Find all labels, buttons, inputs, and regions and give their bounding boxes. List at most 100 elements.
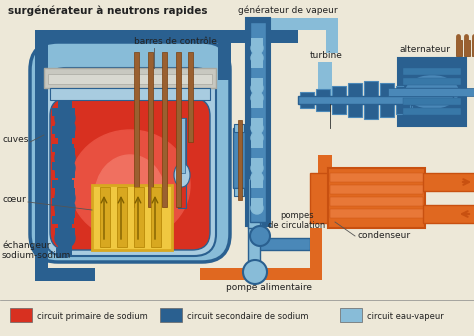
- Text: circuit primaire de sodium: circuit primaire de sodium: [37, 312, 148, 321]
- Bar: [234, 188, 244, 196]
- Bar: [403, 108, 461, 115]
- Text: pompes
de circulation: pompes de circulation: [268, 211, 325, 230]
- Text: échangeur
sodium-sodium: échangeur sodium-sodium: [2, 240, 71, 260]
- Circle shape: [55, 118, 75, 138]
- Circle shape: [251, 202, 263, 214]
- Text: circuit eau-vapeur: circuit eau-vapeur: [367, 312, 444, 321]
- Bar: [56, 248, 68, 258]
- Text: alternateur: alternateur: [400, 45, 451, 54]
- Bar: [188, 52, 193, 142]
- Bar: [250, 22, 266, 222]
- Circle shape: [251, 122, 263, 134]
- Bar: [55, 108, 75, 118]
- Circle shape: [251, 172, 263, 184]
- Bar: [328, 168, 425, 228]
- Bar: [50, 88, 210, 100]
- Bar: [151, 187, 161, 247]
- Bar: [92, 185, 172, 250]
- Bar: [403, 98, 461, 105]
- Bar: [380, 83, 394, 117]
- Bar: [58, 100, 72, 255]
- Bar: [246, 18, 270, 226]
- Bar: [35, 30, 48, 280]
- FancyBboxPatch shape: [50, 98, 210, 250]
- Bar: [178, 118, 186, 208]
- Bar: [52, 144, 74, 152]
- Bar: [332, 86, 346, 114]
- Bar: [456, 40, 462, 56]
- Bar: [300, 92, 314, 108]
- Circle shape: [55, 108, 75, 128]
- Text: cœur: cœur: [2, 195, 26, 204]
- Circle shape: [251, 162, 263, 174]
- Bar: [250, 238, 310, 250]
- Bar: [44, 68, 216, 88]
- Text: générateur de vapeur: générateur de vapeur: [238, 5, 337, 15]
- Bar: [251, 118, 263, 128]
- Ellipse shape: [174, 163, 190, 187]
- Bar: [330, 197, 423, 206]
- Bar: [234, 124, 244, 132]
- Bar: [318, 155, 332, 210]
- Circle shape: [250, 226, 270, 246]
- Bar: [423, 173, 474, 191]
- Circle shape: [251, 132, 263, 144]
- Bar: [298, 96, 453, 104]
- Ellipse shape: [404, 74, 460, 110]
- Circle shape: [55, 188, 75, 208]
- Bar: [148, 52, 153, 207]
- Circle shape: [251, 92, 263, 104]
- Bar: [330, 185, 423, 194]
- FancyBboxPatch shape: [30, 42, 230, 262]
- Bar: [52, 216, 74, 224]
- Bar: [403, 78, 461, 85]
- Ellipse shape: [70, 130, 190, 240]
- Text: pompe alimentaire: pompe alimentaire: [226, 283, 312, 292]
- Bar: [176, 52, 181, 207]
- Bar: [52, 198, 74, 206]
- Text: circuit secondaire de sodium: circuit secondaire de sodium: [187, 312, 309, 321]
- Bar: [160, 308, 182, 322]
- Bar: [251, 58, 263, 68]
- Bar: [340, 308, 362, 322]
- Text: cuves: cuves: [2, 135, 28, 144]
- Bar: [117, 187, 127, 247]
- Bar: [218, 30, 298, 43]
- Text: surgénérateur à neutrons rapides: surgénérateur à neutrons rapides: [8, 5, 208, 16]
- Bar: [238, 120, 242, 200]
- Bar: [250, 222, 262, 242]
- Bar: [330, 173, 423, 182]
- Bar: [200, 268, 322, 280]
- Bar: [396, 86, 410, 114]
- Bar: [251, 98, 263, 108]
- FancyBboxPatch shape: [44, 68, 216, 256]
- Bar: [52, 180, 74, 188]
- Circle shape: [243, 260, 267, 284]
- Bar: [464, 40, 470, 56]
- Bar: [48, 74, 212, 84]
- Bar: [248, 178, 260, 228]
- Bar: [472, 40, 474, 56]
- Bar: [403, 68, 461, 75]
- Bar: [364, 81, 378, 119]
- Bar: [310, 173, 330, 223]
- Circle shape: [55, 148, 75, 168]
- Circle shape: [251, 82, 263, 94]
- Circle shape: [251, 52, 263, 64]
- Bar: [179, 118, 185, 173]
- Bar: [388, 88, 474, 96]
- Bar: [348, 83, 362, 117]
- Bar: [55, 128, 75, 138]
- Bar: [55, 208, 75, 218]
- Bar: [251, 38, 263, 48]
- Bar: [134, 52, 139, 207]
- Bar: [52, 108, 74, 116]
- Bar: [218, 30, 231, 80]
- Bar: [55, 168, 75, 178]
- Bar: [55, 148, 75, 158]
- Bar: [251, 138, 263, 148]
- Circle shape: [251, 42, 263, 54]
- Bar: [251, 78, 263, 88]
- Bar: [316, 89, 330, 111]
- Bar: [162, 52, 167, 207]
